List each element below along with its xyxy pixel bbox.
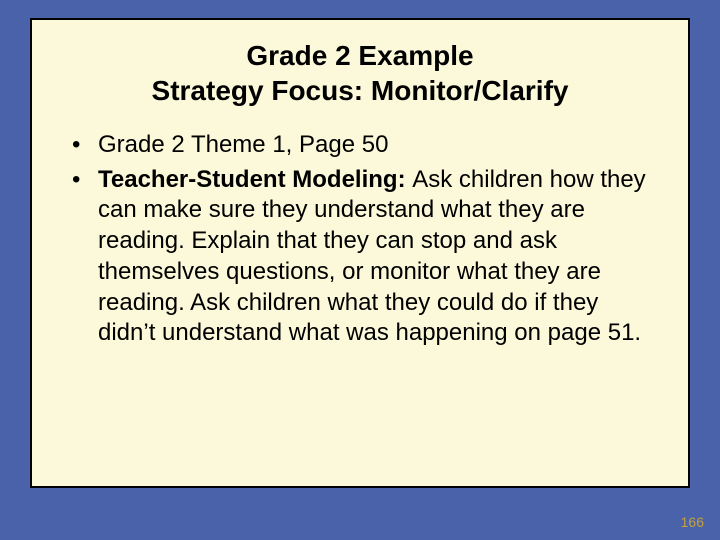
content-box: Grade 2 Example Strategy Focus: Monitor/… xyxy=(30,18,690,488)
list-item: Grade 2 Theme 1, Page 50 xyxy=(68,130,660,161)
bullet-list: Grade 2 Theme 1, Page 50 Teacher-Student… xyxy=(60,130,660,349)
bullet-text: Grade 2 Theme 1, Page 50 xyxy=(98,131,388,158)
slide-title: Grade 2 Example Strategy Focus: Monitor/… xyxy=(60,38,660,108)
title-line-2: Strategy Focus: Monitor/Clarify xyxy=(60,73,660,108)
page-number: 166 xyxy=(681,514,704,530)
title-line-1: Grade 2 Example xyxy=(60,38,660,73)
list-item: Teacher-Student Modeling: Ask children h… xyxy=(68,165,660,349)
bullet-bold: Teacher-Student Modeling: xyxy=(98,166,412,193)
